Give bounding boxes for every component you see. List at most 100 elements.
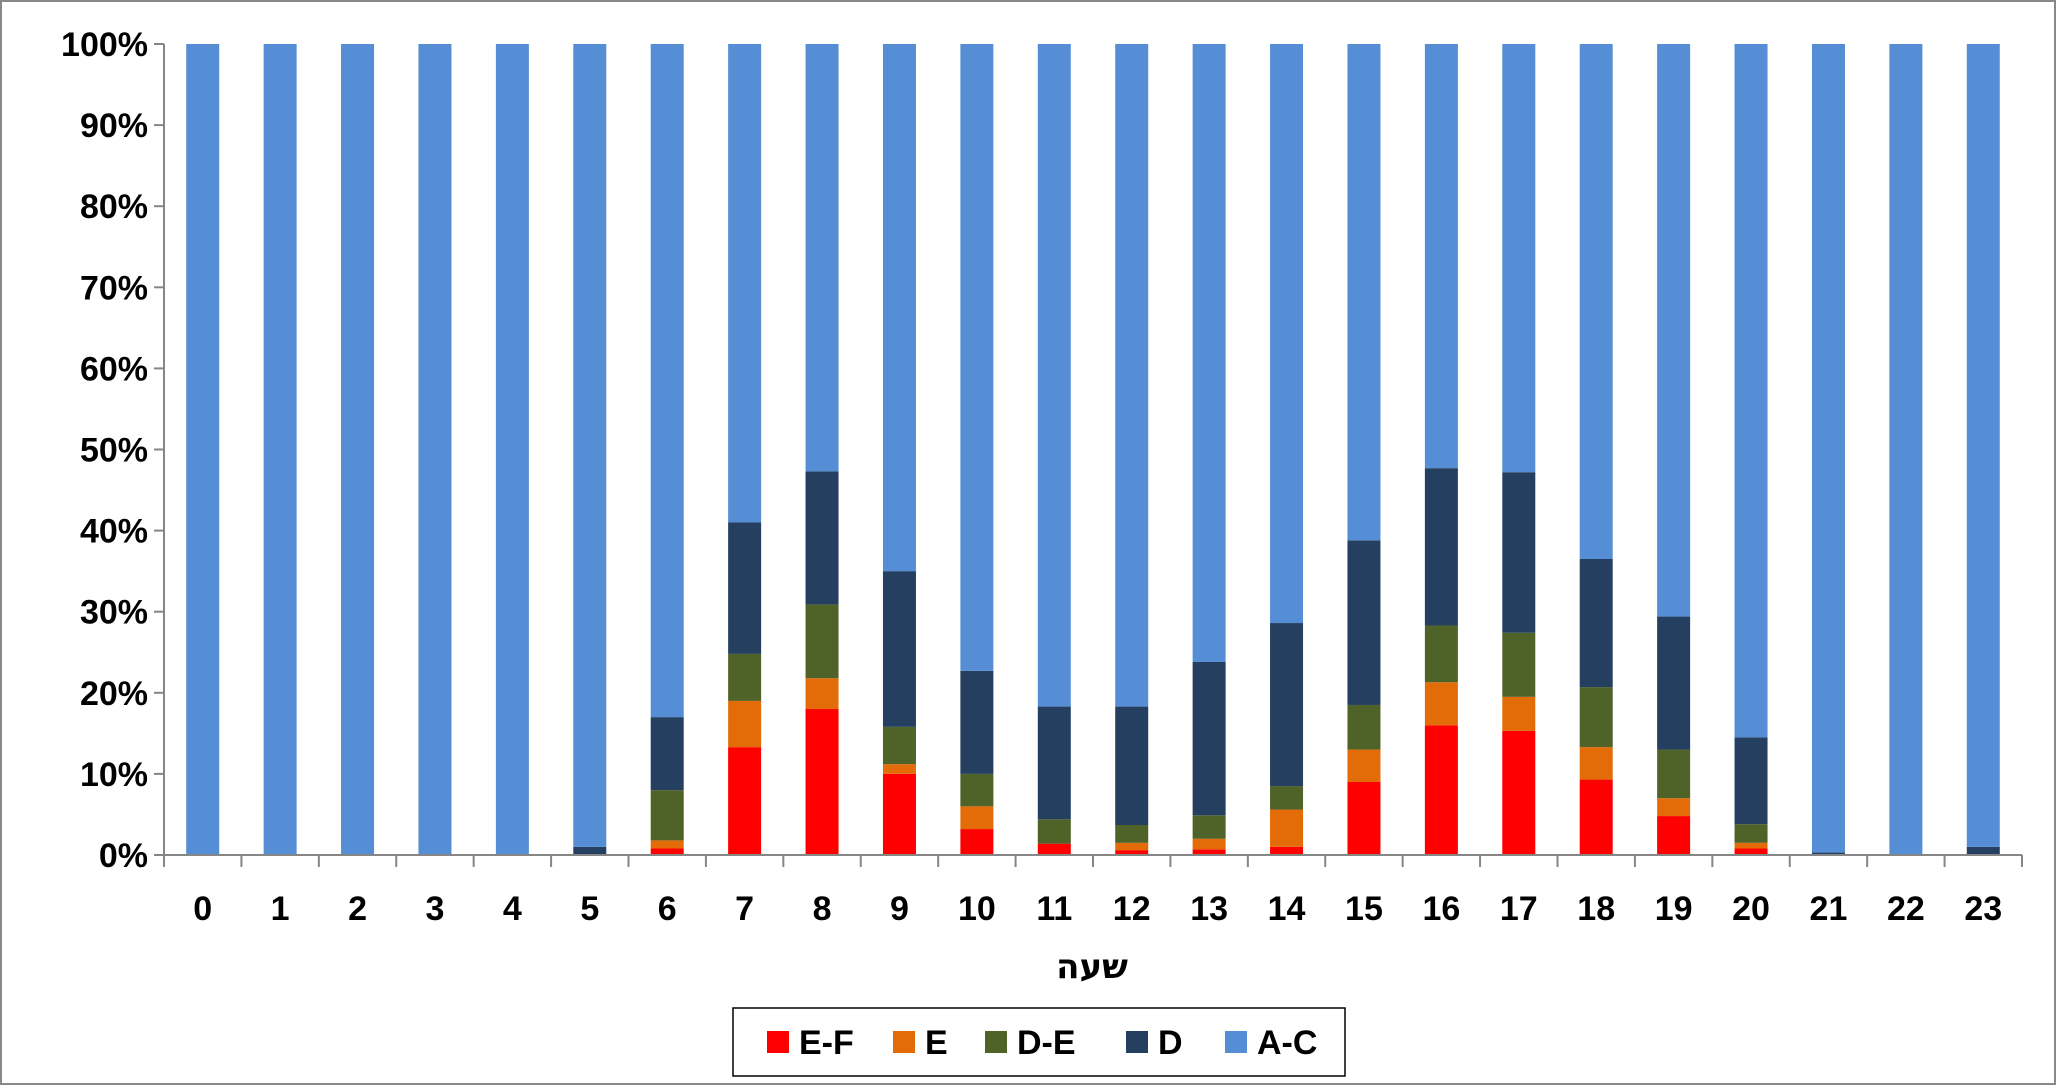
- bar-e-f-hour-17: [1502, 730, 1536, 855]
- bar-d-e-hour-8: [805, 604, 839, 679]
- axes-group: [154, 43, 2023, 867]
- x-tick-label: 0: [193, 890, 212, 928]
- legend-label-d-e: D-E: [1017, 1024, 1076, 1062]
- bar-a-c-hour-22: [1889, 44, 1923, 855]
- bar-a-c-hour-17: [1502, 44, 1536, 473]
- bar-d-hour-19: [1657, 616, 1691, 750]
- bar-d-e-hour-9: [882, 726, 916, 765]
- legend-swatch-e-f: [767, 1031, 789, 1053]
- x-tick-label: 2: [348, 890, 367, 928]
- bar-e-f-hour-16: [1424, 725, 1458, 855]
- x-tick-label: 4: [503, 890, 522, 928]
- bar-d-hour-7: [728, 522, 762, 654]
- bar-e-hour-19: [1657, 798, 1691, 817]
- x-tick-label: 17: [1500, 890, 1538, 928]
- bar-e-hour-18: [1579, 747, 1613, 780]
- bar-e-hour-12: [1115, 842, 1149, 851]
- bar-a-c-hour-20: [1734, 44, 1768, 738]
- bar-a-c-hour-2: [341, 44, 375, 855]
- bar-a-c-hour-9: [882, 44, 916, 572]
- bar-e-f-hour-15: [1347, 782, 1381, 855]
- bar-e-f-hour-19: [1657, 816, 1691, 855]
- bar-a-c-hour-11: [1037, 44, 1071, 707]
- bar-e-hour-6: [650, 840, 684, 849]
- bar-e-f-hour-14: [1270, 846, 1304, 855]
- y-tick-label: 80%: [80, 188, 148, 226]
- bar-a-c-hour-15: [1347, 44, 1381, 541]
- bar-d-hour-13: [1192, 661, 1226, 816]
- x-tick-label: 14: [1268, 890, 1306, 928]
- bar-e-hour-8: [805, 678, 839, 710]
- bar-e-f-hour-6: [650, 848, 684, 855]
- bar-e-hour-13: [1192, 838, 1226, 850]
- bar-a-c-hour-7: [728, 44, 762, 523]
- x-tick-label: 5: [580, 890, 599, 928]
- legend-label-a-c: A-C: [1257, 1024, 1317, 1062]
- bar-d-hour-20: [1734, 737, 1768, 825]
- x-tick-label: 18: [1577, 890, 1615, 928]
- bar-e-f-hour-8: [805, 709, 839, 855]
- bar-d-hour-8: [805, 471, 839, 605]
- x-tick-label: 15: [1345, 890, 1383, 928]
- bar-e-hour-10: [960, 806, 994, 830]
- bar-d-e-hour-7: [728, 653, 762, 701]
- bar-d-e-hour-14: [1270, 786, 1304, 810]
- y-tick-label: 70%: [80, 269, 148, 307]
- bar-a-c-hour-16: [1424, 44, 1458, 469]
- y-tick-label: 90%: [80, 107, 148, 145]
- bar-d-e-hour-6: [650, 790, 684, 841]
- y-tick-label: 40%: [80, 513, 148, 551]
- x-tick-label: 7: [735, 890, 754, 928]
- bar-a-c-hour-1: [263, 44, 297, 855]
- bar-d-e-hour-13: [1192, 815, 1226, 839]
- bar-e-f-hour-10: [960, 829, 994, 855]
- bar-d-hour-17: [1502, 472, 1536, 633]
- legend-swatch-d: [1126, 1031, 1148, 1053]
- bar-e-f-hour-20: [1734, 848, 1768, 855]
- x-tick-label: 20: [1732, 890, 1770, 928]
- bar-a-c-hour-0: [186, 44, 220, 855]
- bar-a-c-hour-6: [650, 44, 684, 718]
- bar-a-c-hour-21: [1811, 44, 1845, 853]
- bar-e-hour-17: [1502, 696, 1536, 731]
- bar-a-c-hour-3: [418, 44, 452, 855]
- x-tick-label: 1: [271, 890, 290, 928]
- y-tick-label: 10%: [80, 756, 148, 794]
- bar-e-f-hour-12: [1115, 850, 1149, 855]
- bar-e-hour-20: [1734, 842, 1768, 849]
- bar-d-hour-12: [1115, 706, 1149, 825]
- bar-a-c-hour-4: [495, 44, 529, 855]
- x-tick-label: 23: [1964, 890, 2002, 928]
- bar-a-c-hour-12: [1115, 44, 1149, 707]
- bar-e-hour-15: [1347, 749, 1381, 783]
- y-tick-labels: 0% 10% 20% 30% 40% 50% 60% 70% 80% 90% 100%: [61, 26, 148, 875]
- bar-d-hour-14: [1270, 623, 1304, 787]
- bar-e-f-hour-13: [1192, 849, 1226, 855]
- bar-d-hour-9: [882, 571, 916, 727]
- bar-a-c-hour-19: [1657, 44, 1691, 617]
- legend-swatch-a-c: [1225, 1031, 1247, 1053]
- bar-e-hour-7: [728, 700, 762, 748]
- bar-d-hour-5: [573, 846, 607, 855]
- legend-label-e-f: E-F: [799, 1024, 854, 1062]
- x-tick-label: 21: [1810, 890, 1848, 928]
- y-tick-label: 100%: [61, 26, 148, 64]
- bar-d-e-hour-18: [1579, 687, 1613, 748]
- bar-d-hour-23: [1966, 846, 2000, 855]
- y-tick-label: 0%: [99, 837, 148, 875]
- bar-e-hour-9: [882, 764, 916, 774]
- x-axis-title: שעה: [1056, 947, 1128, 987]
- bar-a-c-hour-5: [573, 44, 607, 847]
- y-tick-label: 60%: [80, 350, 148, 388]
- x-tick-label: 6: [658, 890, 677, 928]
- bar-d-hour-18: [1579, 558, 1613, 688]
- bars-group: [186, 44, 2000, 855]
- x-tick-label: 22: [1887, 890, 1925, 928]
- bar-a-c-hour-10: [960, 44, 994, 671]
- bar-a-c-hour-14: [1270, 44, 1304, 624]
- bar-d-hour-11: [1037, 706, 1071, 820]
- x-tick-label: 11: [1036, 890, 1072, 928]
- x-tick-label: 8: [813, 890, 832, 928]
